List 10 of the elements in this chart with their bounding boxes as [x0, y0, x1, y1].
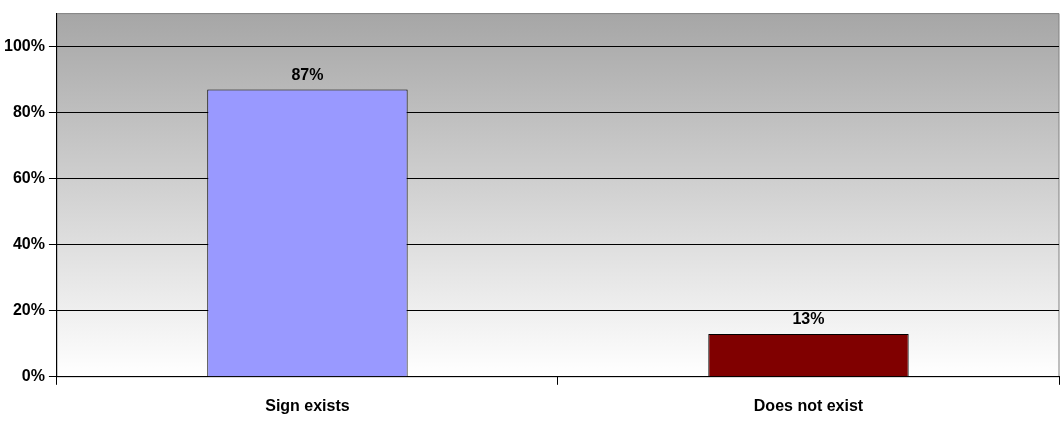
x-tick-label: Sign exists: [265, 396, 350, 414]
data-label: 13%: [792, 310, 825, 328]
y-tick-label: 80%: [12, 103, 45, 121]
y-tick-label: 0%: [21, 367, 45, 385]
y-tick-label: 60%: [12, 169, 45, 187]
x-tick-label: Does not exist: [753, 396, 864, 414]
data-label: 87%: [291, 65, 324, 83]
y-tick-label: 20%: [12, 301, 45, 319]
y-tick-label: 100%: [4, 37, 45, 55]
y-tick-label: 40%: [12, 235, 45, 253]
